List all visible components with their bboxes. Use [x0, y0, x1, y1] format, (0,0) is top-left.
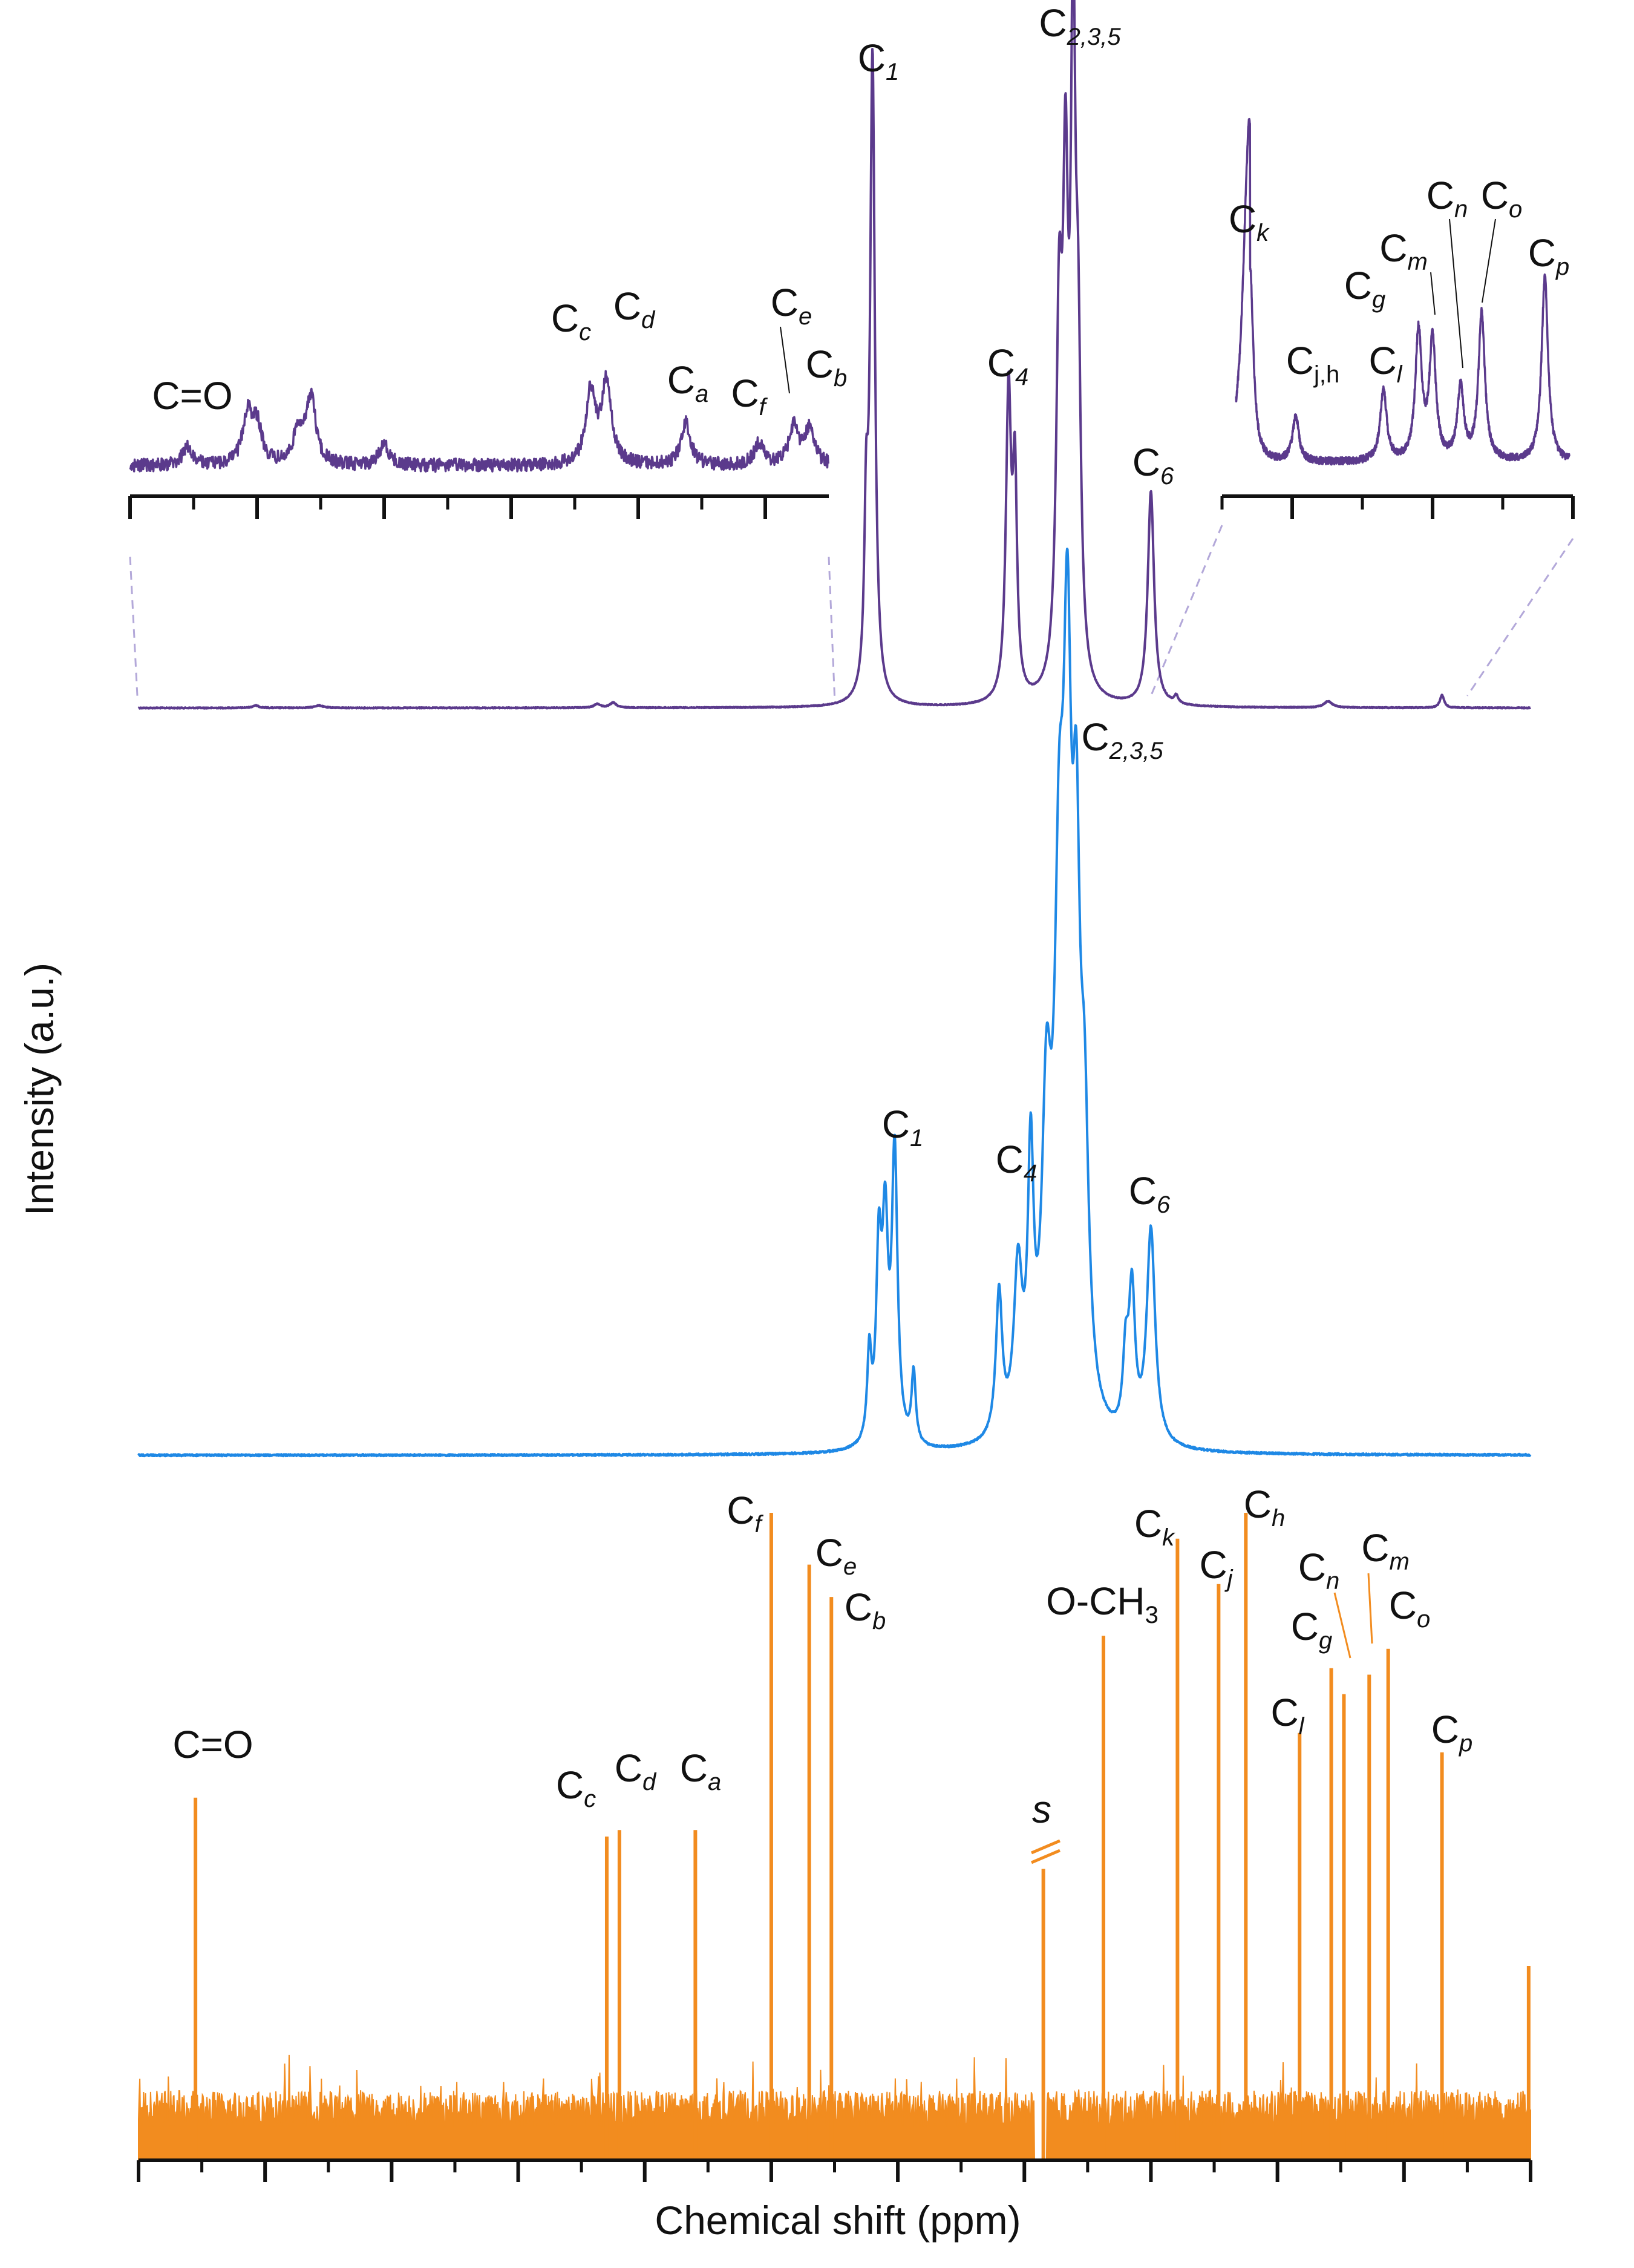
inset-left-label: C=O: [152, 374, 232, 418]
inset-left-label: Ca: [667, 358, 708, 407]
spectrum-c-label: s: [1032, 1788, 1051, 1831]
zoom-guide-line: [129, 556, 139, 696]
inset-right: [1220, 117, 1575, 519]
solvent-break-mark: [1031, 1839, 1060, 1855]
spectrum-b-label: C1: [882, 1103, 923, 1152]
inset-right-label: Cg: [1344, 264, 1385, 313]
spectrum-b-label: C6: [1129, 1169, 1171, 1218]
inset-right-label: Cn: [1426, 174, 1468, 223]
x-axis: [137, 2158, 1532, 2182]
x-axis-label: Chemical shift (ppm): [655, 2198, 1021, 2243]
spectrum-c-noise: [138, 2054, 1531, 2161]
spectrum-c-label: C=O: [172, 1723, 253, 1766]
zoom-guide-line: [1150, 525, 1223, 696]
spectrum-c-label: Cj: [1199, 1543, 1233, 1592]
label-leader-line: [1449, 218, 1463, 369]
solvent-break-mark: [1031, 1849, 1060, 1864]
label-leader-line: [1333, 1592, 1351, 1659]
spectrum-a-label: C2,3,5: [1039, 1, 1121, 50]
inset-left-label: Cc: [551, 297, 591, 346]
inset-left: [128, 370, 829, 519]
inset-right-label: Cj,h: [1286, 339, 1339, 388]
inset-left-trace: [129, 370, 829, 473]
inset-right-label: Cm: [1379, 226, 1428, 275]
spectrum-c-label: Ch: [1244, 1483, 1285, 1532]
spectrum-c-label: Cg: [1291, 1605, 1332, 1654]
inset-right-label: Co: [1481, 174, 1522, 223]
inset-left-label: Cb: [806, 342, 847, 392]
inset-right-label: Cl: [1368, 339, 1402, 388]
inset-guide-lines: [129, 525, 1574, 696]
spectrum-c-label: Cc: [556, 1763, 596, 1812]
y-axis-label: Intensity (a.u.): [17, 963, 62, 1216]
spectrum-a-trace: [137, 0, 1532, 710]
label-leader-line: [1430, 272, 1436, 315]
inset-right-trace: [1235, 117, 1570, 466]
spectrum-b-label: C4: [996, 1138, 1037, 1187]
spectrum-c-label: Cb: [845, 1585, 886, 1634]
spectrum-c-label: Cp: [1431, 1708, 1472, 1757]
spectrum-a-label: C6: [1132, 441, 1174, 490]
spectrum-c-label: O-CH3: [1046, 1579, 1159, 1628]
zoom-guide-line: [1466, 538, 1574, 696]
label-leader-line: [1367, 1573, 1373, 1644]
spectrum-b-trace: [137, 548, 1532, 1458]
inset-left-label: Ce: [771, 281, 812, 330]
spectrum-c: [138, 1513, 1531, 2161]
spectrum-c-label: Ca: [680, 1746, 721, 1795]
spectrum-c-label: Cm: [1361, 1526, 1410, 1575]
spectrum-c-label: Cl: [1270, 1691, 1304, 1740]
spectrum-a: [137, 0, 1532, 710]
spectrum-c-label: Ck: [1134, 1502, 1175, 1551]
inset-right-label: Ck: [1229, 197, 1270, 246]
spectrum-b: [137, 548, 1532, 1458]
spectrum-a-label: C1: [858, 36, 899, 85]
zoom-guide-line: [828, 556, 835, 696]
spectrum-c-label: Cd: [615, 1746, 657, 1795]
spectrum-a-label: C4: [987, 341, 1028, 390]
label-leader-line: [780, 326, 790, 394]
spectrum-c-label: Co: [1389, 1584, 1430, 1633]
spectrum-c-label: Ce: [815, 1531, 857, 1580]
label-leader-line: [1482, 218, 1496, 303]
inset-left-label: Cf: [731, 372, 768, 421]
spectrum-b-label: C2,3,5: [1081, 715, 1163, 764]
inset-left-label: Cd: [613, 284, 656, 333]
inset-right-label: Cp: [1528, 231, 1569, 280]
spectrum-c-label: Cf: [727, 1489, 763, 1538]
spectrum-c-label: Cn: [1298, 1545, 1339, 1594]
